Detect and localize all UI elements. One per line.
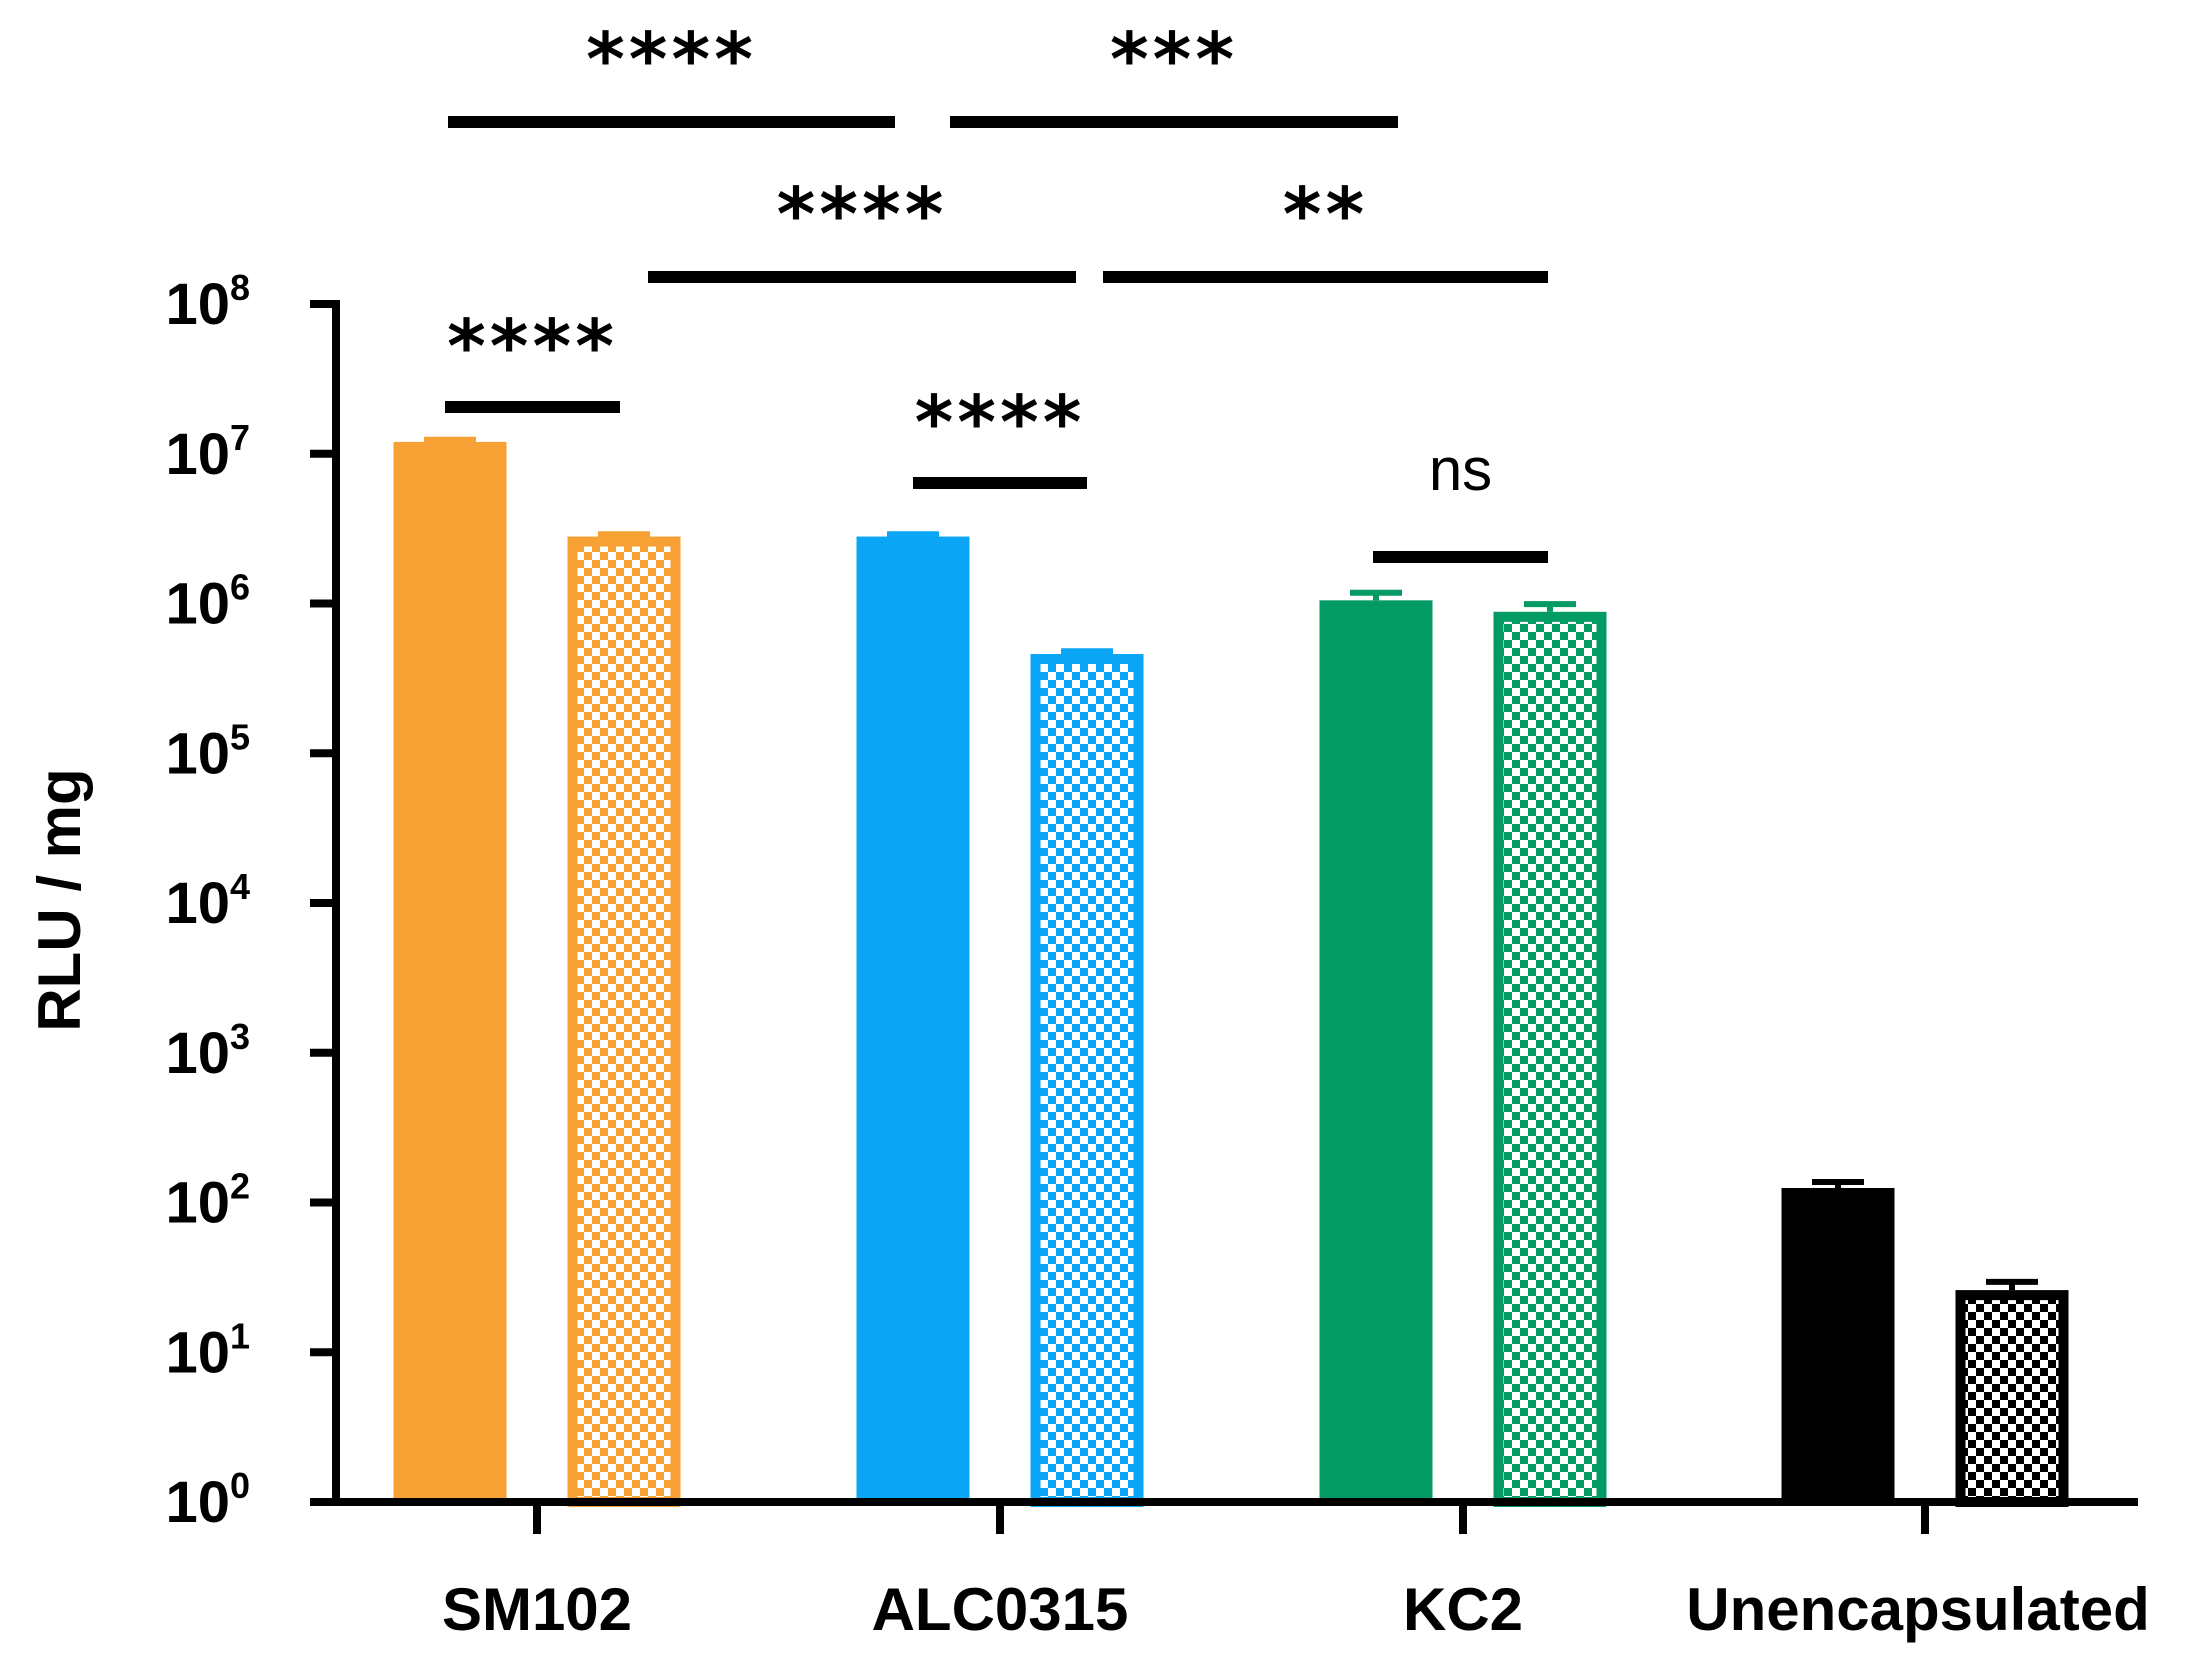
y-tick-exponent: 0 [230, 1465, 250, 1506]
y-tick-label: 108 [165, 267, 250, 337]
significance-label: **** [447, 304, 618, 390]
x-label-sm102: SM102 [442, 1576, 632, 1643]
significance-label: ** [1283, 172, 1368, 258]
bar-alc0315-checkered [1030, 654, 1144, 1507]
y-tick-label: 100 [165, 1465, 250, 1535]
y-tick-label: 102 [165, 1166, 250, 1236]
bar-unencapsulated-checkered [1955, 1290, 2069, 1508]
bar-kc2-checkered [1493, 611, 1607, 1507]
y-tick-exponent: 2 [230, 1166, 250, 1207]
y-tick-exponent: 1 [230, 1315, 250, 1356]
bar-alc0315-solid [856, 536, 970, 1502]
y-tick-label: 103 [165, 1016, 250, 1086]
bar-sm102-solid [393, 441, 507, 1503]
y-tick-exponent: 7 [230, 417, 250, 458]
bar-kc2-solid [1319, 600, 1433, 1502]
x-label-unencapsulated: Unencapsulated [1686, 1576, 2149, 1643]
significance-label: ns [1429, 436, 1492, 503]
y-tick-label: 106 [165, 567, 250, 637]
significance-label: **** [915, 380, 1086, 466]
bar-unencapsulated-solid [1781, 1187, 1895, 1502]
x-label-kc2: KC2 [1403, 1576, 1523, 1643]
y-tick-exponent: 3 [230, 1016, 250, 1057]
y-tick-label: 105 [165, 716, 250, 786]
y-tick-label: 104 [165, 866, 250, 936]
significance-group: **** ******* **********ns [445, 17, 1548, 563]
y-tick-exponent: 8 [230, 267, 250, 308]
y-tick-exponent: 4 [230, 866, 250, 907]
significance-label: **** [777, 172, 948, 258]
y-tick-label: 107 [165, 417, 250, 487]
bar-sm102-checkered [567, 536, 681, 1507]
bars-group [393, 436, 2069, 1508]
y-tick-exponent: 6 [230, 567, 250, 608]
significance-label: *** [1110, 17, 1238, 103]
y-tick-label: 101 [165, 1315, 250, 1385]
y-tick-exponent: 5 [230, 716, 250, 757]
y-axis-title: RLU / mg [26, 768, 93, 1031]
significance-label: **** [586, 17, 757, 103]
x-label-alc0315: ALC0315 [872, 1576, 1129, 1643]
